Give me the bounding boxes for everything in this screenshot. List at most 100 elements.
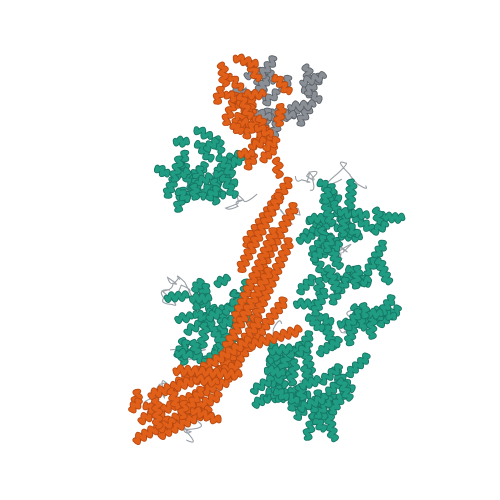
orange-helix (227, 296, 288, 374)
teal-helix (169, 155, 185, 183)
teal-helix (286, 358, 301, 387)
teal-helix (298, 375, 322, 391)
orange-helix (273, 103, 287, 128)
teal-helix (215, 153, 236, 179)
teal-helix (292, 297, 319, 311)
coil-loop (329, 242, 352, 262)
teal-helix (344, 317, 360, 347)
grey-helix (287, 99, 317, 113)
orange-helix (216, 61, 231, 88)
orange-helix (166, 387, 183, 411)
orange-helix (247, 324, 303, 351)
teal-helix (205, 185, 221, 202)
grey-helix (253, 108, 273, 122)
teal-helix (358, 302, 371, 320)
orange-chain (128, 53, 303, 445)
teal-helix (174, 311, 195, 325)
orange-helix (156, 416, 177, 434)
teal-helix (295, 231, 316, 245)
teal-helix (268, 343, 294, 357)
teal-helix (323, 264, 343, 295)
orange-helix (172, 364, 243, 381)
teal-helix (263, 364, 286, 379)
teal-helix (197, 321, 211, 349)
orange-helix (221, 99, 238, 126)
teal-helix (188, 182, 201, 201)
teal-helix (371, 206, 385, 226)
teal-helix (295, 340, 313, 358)
teal-helix (374, 257, 394, 286)
teal-helix (318, 363, 343, 386)
teal-helix (205, 307, 223, 323)
teal-helix (272, 387, 290, 402)
orange-helix (271, 73, 293, 96)
grey-helix (299, 71, 327, 88)
teal-helix (343, 308, 363, 332)
coil-loop (179, 415, 202, 443)
orange-helix (253, 123, 274, 138)
teal-helix (294, 383, 308, 402)
orange-helix (259, 143, 279, 164)
teal-helix (193, 140, 215, 163)
orange-helix (192, 373, 221, 388)
teal-helix (163, 290, 190, 303)
teal-helix (320, 186, 333, 205)
teal-helix (188, 292, 213, 305)
coil-loop (279, 207, 301, 232)
teal-helix (297, 392, 329, 413)
orange-helix (236, 192, 284, 273)
teal-helix (345, 352, 371, 379)
teal-helix (349, 264, 364, 290)
teal-helix (313, 395, 334, 420)
teal-helix (154, 164, 171, 178)
teal-helix (365, 307, 384, 320)
teal-helix (365, 314, 378, 340)
teal-helix (191, 277, 205, 294)
teal-helix (218, 173, 239, 199)
orange-helix (226, 72, 245, 92)
teal-helix (200, 176, 225, 196)
orange-helix (271, 156, 284, 179)
teal-helix (172, 135, 190, 148)
teal-helix (322, 234, 336, 254)
orange-helix (151, 397, 164, 430)
teal-helix (370, 220, 390, 236)
teal-helix (286, 341, 304, 359)
teal-helix (202, 137, 220, 153)
teal-helix (194, 172, 214, 188)
teal-helix (213, 273, 231, 289)
orange-helix (229, 121, 245, 135)
teal-helix (363, 256, 379, 277)
teal-chain (154, 126, 406, 443)
teal-helix (308, 234, 328, 258)
teal-helix (344, 178, 358, 211)
orange-helix (246, 237, 294, 333)
teal-helix (350, 207, 370, 221)
teal-helix (310, 287, 329, 317)
orange-helix (232, 53, 259, 69)
teal-helix (322, 409, 339, 443)
orange-helix (212, 85, 226, 105)
grey-helix (257, 55, 278, 80)
orange-helix (189, 406, 222, 425)
teal-helix (188, 338, 202, 356)
coil-loop (294, 170, 318, 191)
grey-helix (262, 88, 281, 107)
orange-helix (244, 93, 257, 109)
orange-helix (177, 399, 190, 421)
teal-helix (317, 312, 335, 326)
orange-helix (236, 147, 256, 160)
teal-helix (203, 318, 227, 345)
teal-helix (336, 377, 354, 402)
teal-helix (304, 313, 326, 333)
orange-helix (235, 92, 255, 120)
teal-helix (174, 187, 192, 203)
orange-helix (262, 135, 281, 153)
coil-loop (160, 276, 179, 306)
orange-helix (239, 88, 267, 101)
teal-helix (249, 374, 275, 395)
teal-helix (327, 248, 344, 270)
teal-helix (296, 274, 317, 296)
